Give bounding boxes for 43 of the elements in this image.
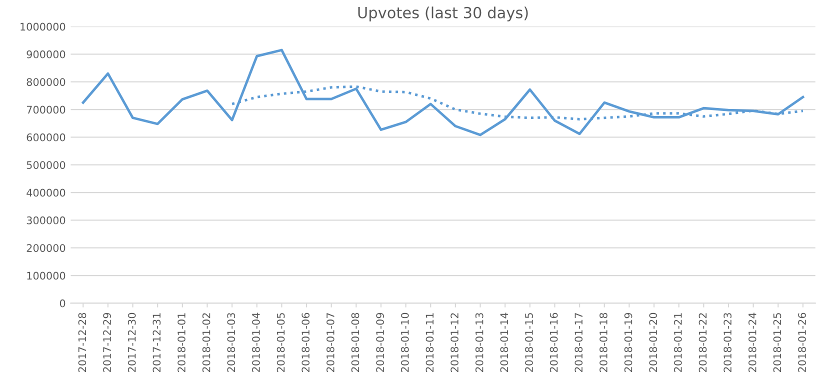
- line-series: [82, 48, 804, 136]
- y-tick-label: 200000: [26, 244, 66, 252]
- x-tick-label: 2018-01-10: [400, 312, 409, 372]
- x-tick-label: 2018-01-17: [574, 313, 583, 372]
- x-tick-label: 2018-01-20: [649, 312, 658, 372]
- x-tick-label: 2018-01-04: [252, 312, 260, 372]
- x-tick-label: 2017-12-29: [103, 312, 111, 372]
- chart-title: Upvotes (last 30 days): [358, 6, 528, 22]
- y-tick-label: 100000: [27, 272, 66, 280]
- x-tick-label: 2018-01-05: [276, 313, 285, 372]
- x-tick-label: 2018-01-14: [500, 312, 508, 372]
- y-tick-label: 700000: [26, 106, 66, 114]
- y-tick-label: 900000: [26, 50, 66, 58]
- x-tick-label: 2018-01-09: [376, 312, 384, 372]
- x-tick-label: 2018-01-22: [698, 313, 707, 372]
- x-tick-label: 2018-01-07: [326, 313, 334, 372]
- x-tick-label: 2018-01-08: [351, 312, 360, 372]
- x-tick-label: 2018-01-16: [550, 312, 558, 372]
- y-tick-label: 600000: [26, 133, 66, 142]
- y-tick-label: 300000: [26, 216, 66, 224]
- x-tick-label: 2018-01-21: [674, 313, 682, 372]
- y-tick-label: 800000: [26, 78, 66, 86]
- x-tick-label: 2018-01-24: [748, 312, 756, 372]
- x-tick-label: 2017-12-31: [152, 313, 161, 372]
- x-tick-label: 2018-01-15: [525, 313, 533, 372]
- x-tick-label: 2018-01-03: [227, 313, 236, 372]
- y-tick-label: 0: [60, 299, 66, 308]
- y-tick-label: 1000000: [20, 22, 66, 31]
- x-tick-label: 2018-01-12: [450, 313, 458, 372]
- x-tick-label: 2018-01-01: [178, 313, 186, 372]
- x-tick-label: 2018-01-23: [724, 313, 732, 372]
- x-tick-label: 2017-12-28: [78, 312, 86, 372]
- x-tick-label: 2018-01-19: [624, 312, 632, 372]
- x-tick-label: 2017-12-30: [128, 312, 136, 372]
- x-tick-label: 2018-01-18: [600, 312, 608, 372]
- x-tick-label: 2018-01-02: [202, 313, 210, 372]
- y-tick-label: 500000: [26, 161, 66, 169]
- x-tick-label: 2018-01-11: [426, 313, 434, 372]
- x-tick-label: 2018-01-26: [798, 312, 806, 372]
- x-tick-label: 2018-01-06: [302, 312, 310, 372]
- y-tick-label: 400000: [26, 188, 66, 197]
- x-tick-label: 2018-01-25: [773, 313, 782, 372]
- x-tick-label: 2018-01-13: [475, 313, 484, 372]
